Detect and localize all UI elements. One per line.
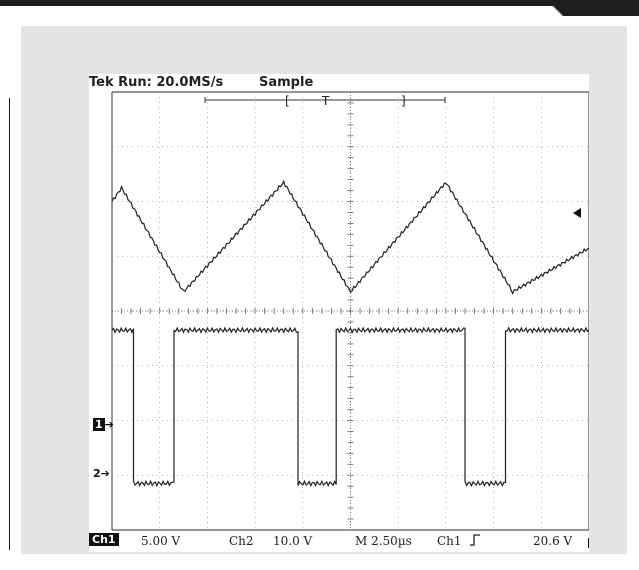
- left-rule: [9, 98, 10, 550]
- ch1-scale: 5.00 V: [141, 534, 181, 548]
- scope-graticule: [ T ]: [111, 91, 589, 548]
- svg-text:[: [: [285, 94, 290, 108]
- acquisition-status: Tek Run: 20.0MS/s: [89, 75, 224, 90]
- title-bar: [0, 0, 639, 17]
- timebase: M 2.50µs: [355, 534, 412, 548]
- trigger-level-marker: [573, 208, 581, 218]
- ch1-marker: 1: [93, 418, 105, 431]
- ch1-tag: Ch1: [89, 533, 119, 546]
- trace-ch1: [111, 179, 589, 295]
- ch2-marker-arrow: ➔: [100, 467, 110, 480]
- trigger-window-bracket: [ T ]: [204, 94, 446, 108]
- ch2-scale: 10.0 V: [273, 534, 313, 548]
- ch1-marker-arrow: ➔: [104, 418, 114, 431]
- trigger-window-label: T: [321, 94, 330, 108]
- ch2-label: Ch2: [229, 534, 254, 548]
- acquisition-mode: Sample: [259, 75, 314, 90]
- rising-edge-icon: [469, 532, 481, 551]
- svg-text:]: ]: [401, 94, 406, 108]
- trace-ch2: [111, 326, 589, 488]
- figure-panel: Tek Run: 20.0MS/s Sample [ T ] 1 ➔ 2➔ Ch1…: [21, 26, 627, 554]
- trigger-source: Ch1: [437, 534, 462, 548]
- ch2-marker: 2: [93, 467, 101, 480]
- trigger-level: 20.6 V: [533, 534, 573, 548]
- oscilloscope-screen: Tek Run: 20.0MS/s Sample [ T ] 1 ➔ 2➔ Ch1…: [89, 74, 589, 552]
